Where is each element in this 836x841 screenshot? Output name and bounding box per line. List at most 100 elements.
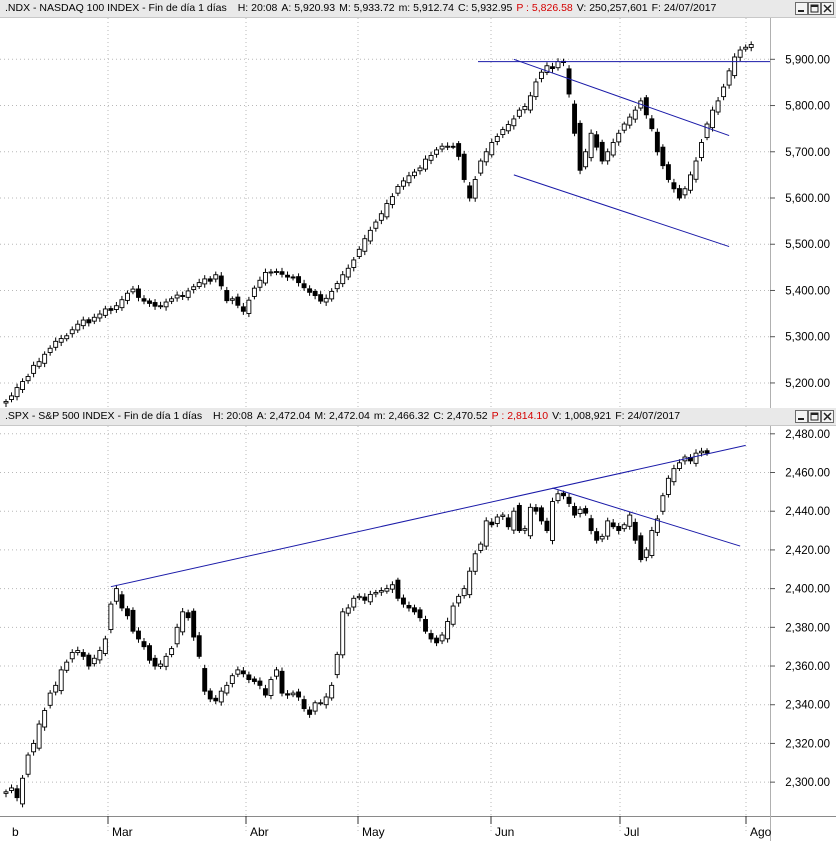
candle bbox=[688, 171, 693, 194]
candle-body bbox=[235, 669, 241, 675]
candle-body bbox=[400, 180, 406, 187]
candle-body bbox=[80, 652, 86, 657]
candle-body bbox=[516, 109, 522, 117]
y-tick-label: 2,400.00 bbox=[785, 584, 830, 596]
candle bbox=[688, 454, 693, 465]
candle-body bbox=[649, 118, 655, 130]
y-tick-label: 5,400.00 bbox=[785, 285, 830, 297]
y-tick-label: 2,320.00 bbox=[785, 738, 830, 750]
candle bbox=[185, 287, 191, 301]
candle bbox=[400, 594, 406, 608]
candle-body bbox=[301, 699, 307, 710]
close-icon bbox=[823, 4, 832, 13]
candle-body bbox=[478, 160, 484, 174]
candle-body bbox=[511, 118, 517, 127]
candle-body bbox=[152, 302, 158, 307]
candle-body bbox=[577, 508, 583, 514]
candle bbox=[69, 326, 75, 338]
candle-body bbox=[340, 611, 346, 656]
y-tick-label: 2,420.00 bbox=[785, 545, 830, 557]
candle bbox=[124, 605, 130, 620]
ndx-plot[interactable]: 5,200.00 5,300.00 5,400.00 5,500.00 5,600.00… bbox=[0, 18, 836, 418]
candle-body bbox=[207, 278, 213, 282]
candle-body bbox=[318, 294, 324, 302]
candle bbox=[356, 593, 362, 601]
candle-body bbox=[599, 535, 605, 540]
y-tick-label: 5,600.00 bbox=[785, 193, 830, 205]
candle-body bbox=[80, 319, 86, 327]
spx-plot[interactable]: 2,300.00 2,320.00 2,340.00 2,360.00 2,380.00… bbox=[0, 426, 836, 834]
candle-body bbox=[378, 590, 384, 593]
candle-body bbox=[616, 525, 622, 532]
candle-body bbox=[384, 588, 390, 592]
candle-body bbox=[627, 514, 633, 527]
candle bbox=[693, 157, 699, 183]
candle-body bbox=[406, 175, 412, 184]
candle-body bbox=[169, 648, 175, 655]
candle bbox=[555, 58, 561, 71]
candle-body bbox=[268, 271, 274, 274]
candle bbox=[58, 666, 64, 695]
candle-body bbox=[550, 501, 555, 541]
minimize-button[interactable] bbox=[795, 2, 808, 15]
candle-body bbox=[169, 298, 175, 302]
candle bbox=[384, 584, 390, 594]
candle bbox=[169, 646, 175, 658]
candle bbox=[124, 290, 130, 305]
close-button[interactable] bbox=[821, 2, 834, 15]
y-tick-label: 5,200.00 bbox=[785, 378, 830, 390]
candle bbox=[660, 144, 666, 170]
candle-body bbox=[20, 381, 26, 390]
quote-field: C: 2,470.52 bbox=[433, 410, 488, 422]
candle-body bbox=[588, 132, 594, 159]
candle bbox=[174, 291, 180, 302]
short-trendline bbox=[552, 487, 741, 547]
candle bbox=[538, 505, 544, 525]
candle-body bbox=[665, 477, 671, 495]
candle bbox=[555, 490, 561, 504]
candle-body bbox=[478, 543, 484, 551]
candle bbox=[323, 294, 329, 306]
candle bbox=[213, 695, 219, 705]
y-tick-label: 2,440.00 bbox=[785, 506, 830, 518]
candle bbox=[676, 184, 682, 201]
candle bbox=[224, 286, 230, 304]
candle bbox=[699, 139, 704, 162]
candle-body bbox=[533, 507, 539, 512]
candle bbox=[389, 193, 395, 209]
candle bbox=[279, 267, 285, 278]
close-button[interactable] bbox=[821, 410, 834, 423]
candle-body bbox=[566, 68, 572, 95]
candle bbox=[732, 53, 738, 79]
candle bbox=[660, 492, 666, 515]
candle bbox=[378, 587, 384, 596]
candle-body bbox=[538, 507, 544, 522]
candle-body bbox=[417, 167, 423, 172]
candle bbox=[522, 525, 528, 535]
candle-body bbox=[533, 81, 539, 98]
candle bbox=[367, 590, 373, 606]
candle bbox=[312, 700, 318, 715]
candle-body bbox=[406, 605, 412, 609]
candle bbox=[147, 643, 152, 664]
candle bbox=[478, 158, 484, 176]
quote-field: A: 2,472.04 bbox=[256, 410, 311, 422]
candle-body bbox=[174, 294, 180, 299]
maximize-button[interactable] bbox=[808, 2, 821, 15]
candle-body bbox=[312, 290, 318, 297]
candle-body bbox=[726, 70, 732, 86]
candle bbox=[251, 676, 257, 685]
candle-body bbox=[246, 299, 252, 314]
candle bbox=[682, 186, 688, 199]
candle bbox=[262, 684, 268, 698]
candle bbox=[665, 161, 671, 183]
candle-body bbox=[14, 788, 20, 799]
candle bbox=[588, 129, 594, 162]
minimize-button[interactable] bbox=[795, 410, 808, 423]
quote-field: F: 24/07/2017 bbox=[615, 410, 681, 422]
maximize-button[interactable] bbox=[808, 410, 821, 423]
candle bbox=[268, 268, 274, 277]
candle-body bbox=[439, 145, 445, 150]
candle bbox=[334, 651, 340, 679]
candle bbox=[53, 681, 59, 696]
